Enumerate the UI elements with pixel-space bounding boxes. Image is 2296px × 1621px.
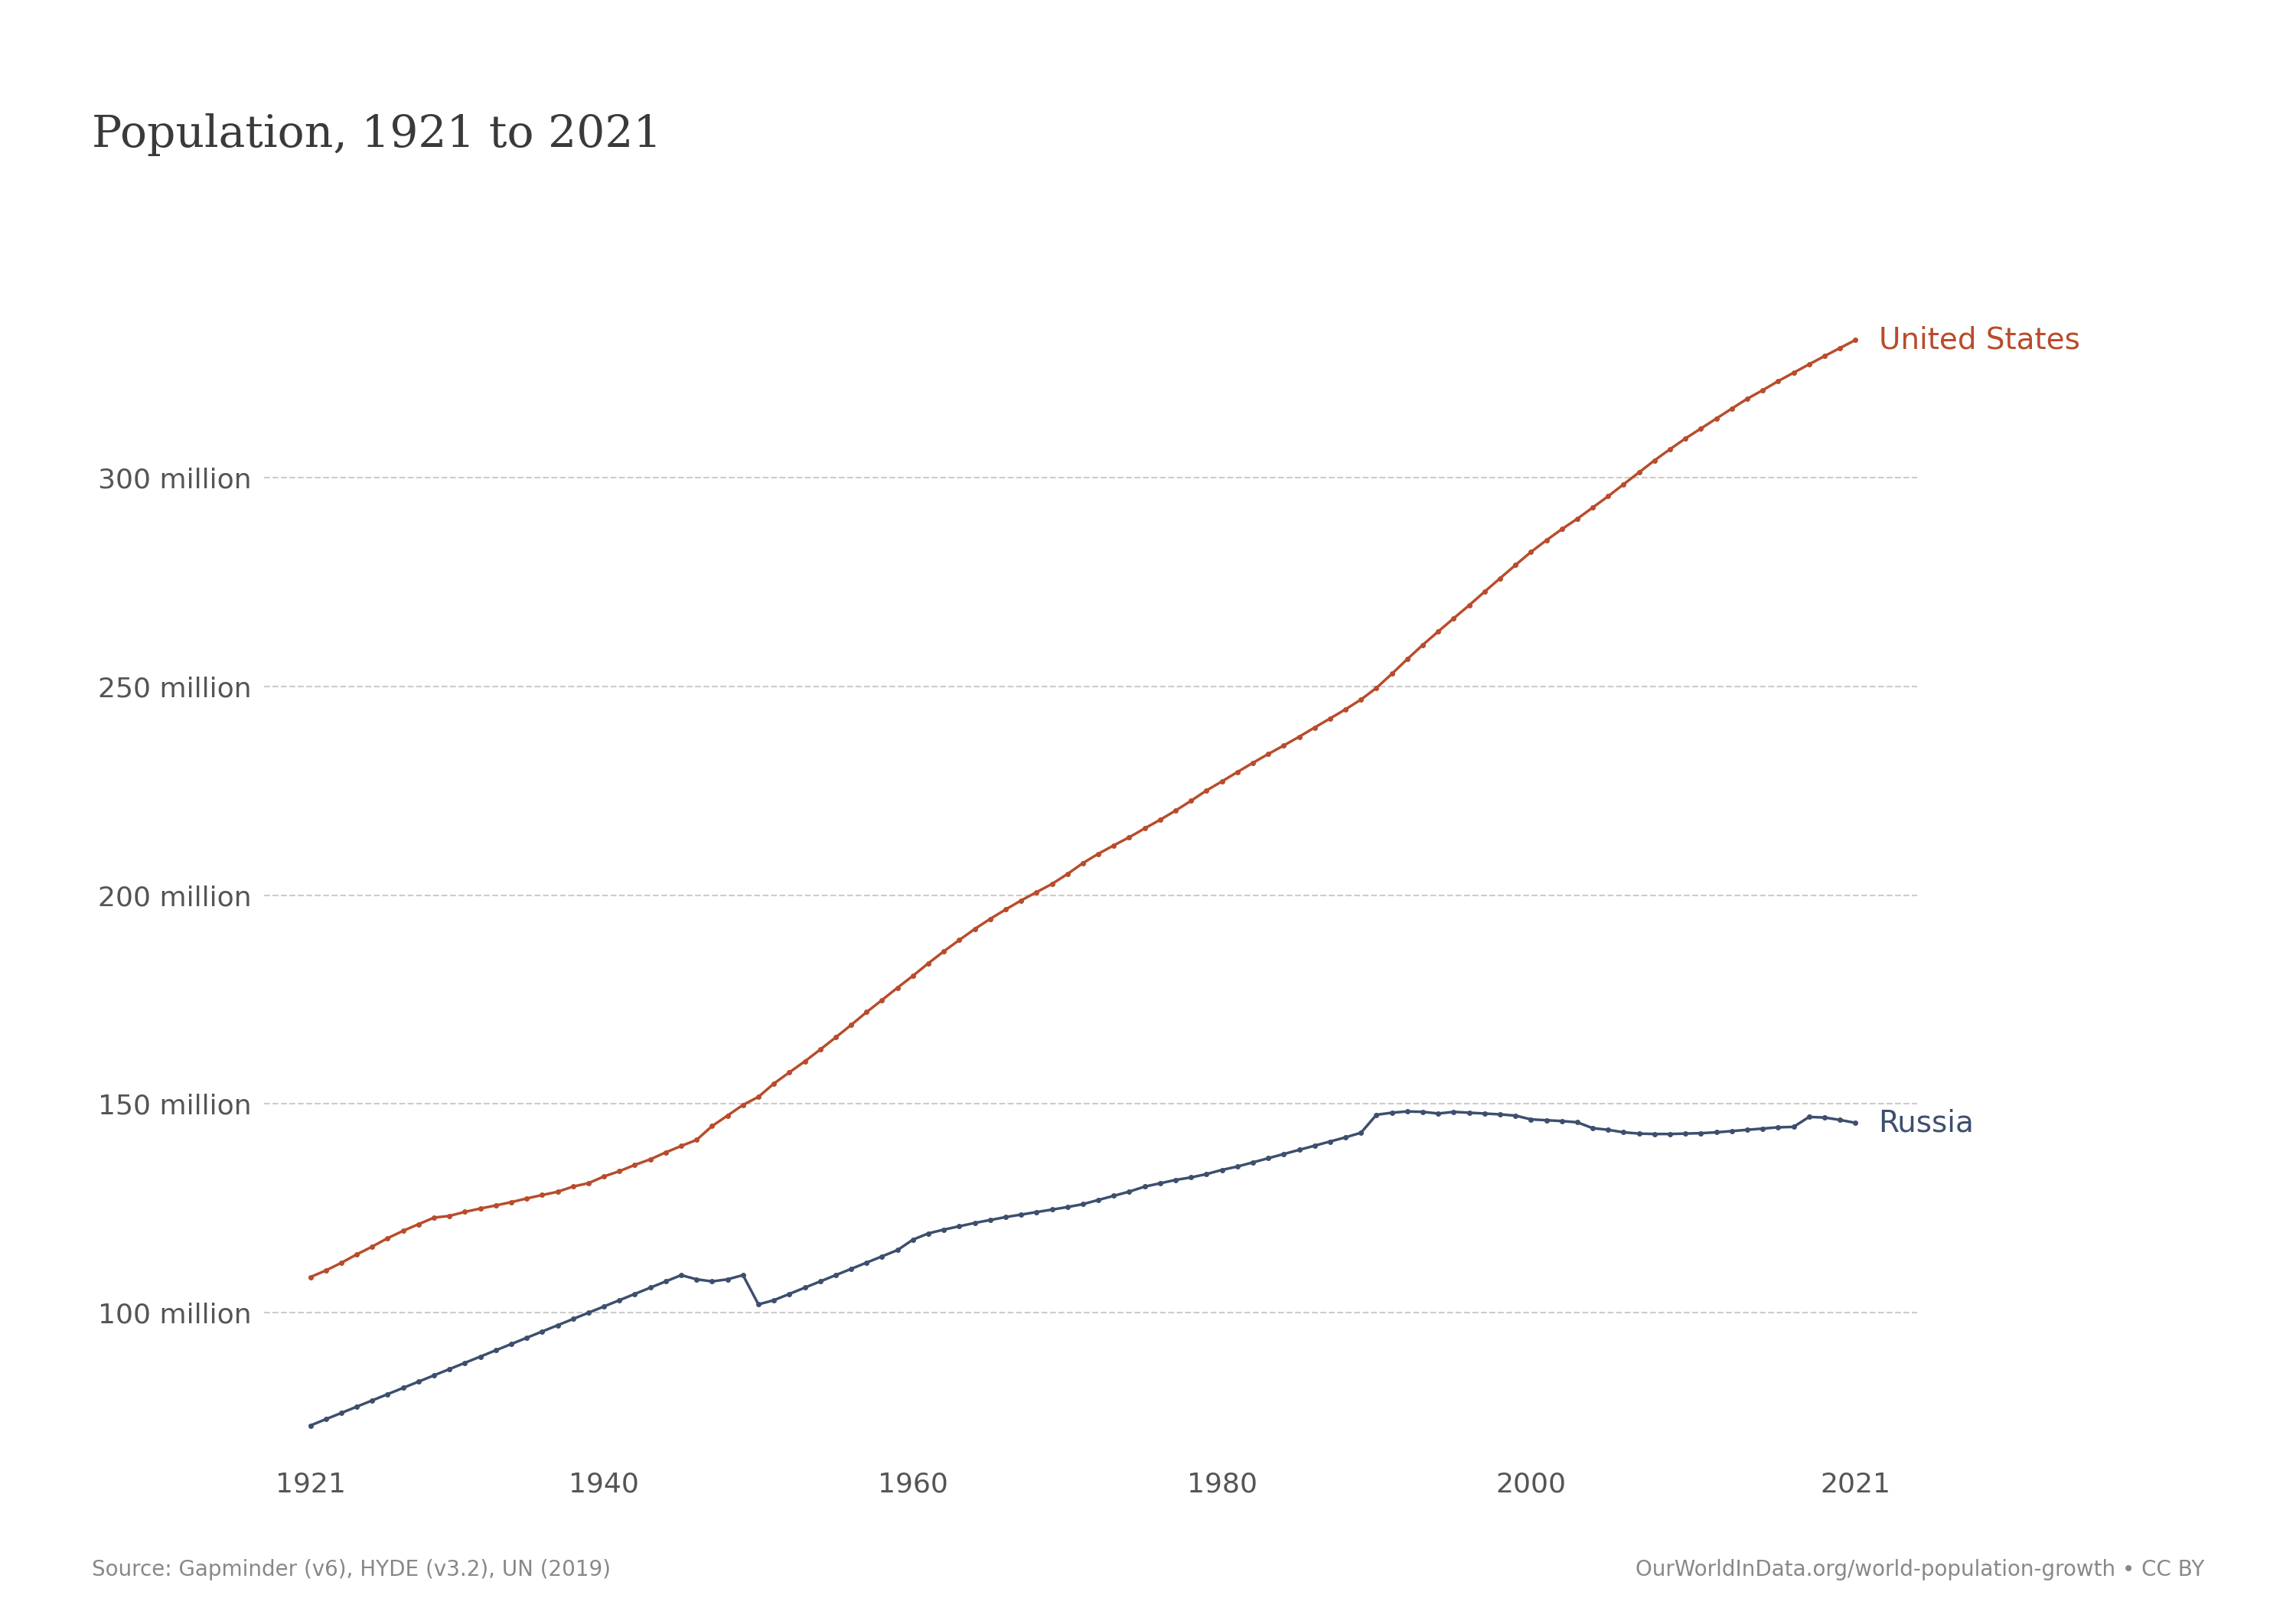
Text: OurWorldInData.org/world-population-growth • CC BY: OurWorldInData.org/world-population-grow… <box>1635 1559 2204 1580</box>
Text: United States: United States <box>1878 326 2080 355</box>
Text: Russia: Russia <box>1878 1109 1975 1138</box>
Text: Our World: Our World <box>2069 73 2190 94</box>
Text: in Data: in Data <box>2087 126 2172 148</box>
Text: Source: Gapminder (v6), HYDE (v3.2), UN (2019): Source: Gapminder (v6), HYDE (v3.2), UN … <box>92 1559 611 1580</box>
Text: Population, 1921 to 2021: Population, 1921 to 2021 <box>92 113 661 156</box>
